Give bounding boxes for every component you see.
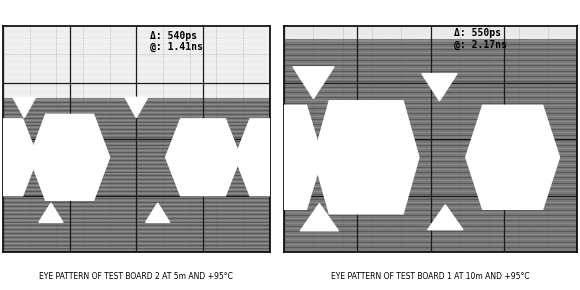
Text: Δ: 550ps
@: 2.17ns: Δ: 550ps @: 2.17ns (454, 28, 507, 50)
Text: Δ: 540ps
@: 1.41ns: Δ: 540ps @: 1.41ns (150, 31, 202, 52)
Polygon shape (313, 101, 419, 214)
Polygon shape (146, 203, 169, 222)
Polygon shape (39, 203, 63, 222)
Polygon shape (466, 105, 560, 209)
Polygon shape (427, 205, 463, 230)
Polygon shape (293, 67, 334, 99)
Polygon shape (422, 74, 457, 101)
Polygon shape (235, 119, 310, 196)
Text: EYE PATTERN OF TEST BOARD 1 AT 10m AND +95°C: EYE PATTERN OF TEST BOARD 1 AT 10m AND +… (331, 272, 530, 281)
Polygon shape (234, 105, 322, 209)
Polygon shape (125, 97, 148, 118)
Bar (284, 26, 577, 39)
Polygon shape (13, 97, 35, 118)
Bar (3, 99, 270, 252)
Polygon shape (166, 119, 240, 196)
Polygon shape (30, 114, 110, 200)
Polygon shape (0, 119, 38, 196)
Polygon shape (300, 204, 338, 231)
Text: EYE PATTERN OF TEST BOARD 2 AT 5m AND +95°C: EYE PATTERN OF TEST BOARD 2 AT 5m AND +9… (39, 272, 233, 281)
Bar (3, 26, 270, 99)
